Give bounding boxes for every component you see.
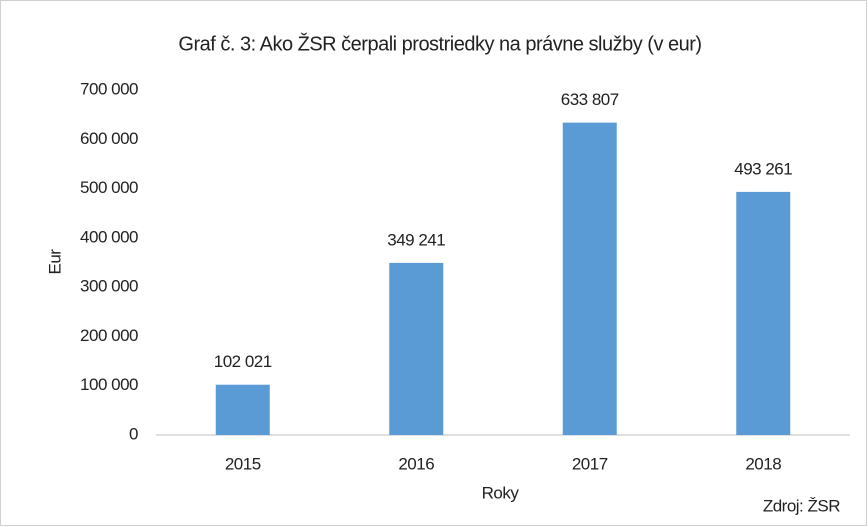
data-label: 493 261 bbox=[734, 159, 792, 178]
source-note: Zdroj: ŽSR bbox=[763, 496, 840, 515]
y-tick-label: 200 000 bbox=[80, 326, 138, 345]
y-tick-label: 600 000 bbox=[80, 129, 138, 148]
y-tick-label: 700 000 bbox=[80, 79, 138, 98]
x-axis-label: Roky bbox=[482, 483, 520, 502]
data-label: 102 021 bbox=[214, 352, 272, 371]
bar bbox=[389, 262, 444, 435]
bar bbox=[215, 384, 270, 435]
y-tick-label: 0 bbox=[129, 424, 138, 443]
data-label: 633 807 bbox=[561, 90, 619, 109]
y-tick-label: 100 000 bbox=[80, 375, 138, 394]
bar bbox=[736, 191, 791, 435]
x-tick-label: 2016 bbox=[398, 454, 434, 473]
x-tick-label: 2015 bbox=[225, 454, 261, 473]
x-tick-label: 2018 bbox=[745, 454, 781, 473]
y-tick-label: 400 000 bbox=[80, 227, 138, 246]
chart-title: Graf č. 3: Ako ŽSR čerpali prostriedky n… bbox=[178, 32, 701, 55]
y-axis-label: Eur bbox=[45, 249, 64, 275]
y-tick-label: 300 000 bbox=[80, 277, 138, 296]
data-label: 349 241 bbox=[387, 230, 445, 249]
bar bbox=[562, 122, 617, 436]
y-tick-label: 500 000 bbox=[80, 178, 138, 197]
x-tick-label: 2017 bbox=[572, 454, 608, 473]
